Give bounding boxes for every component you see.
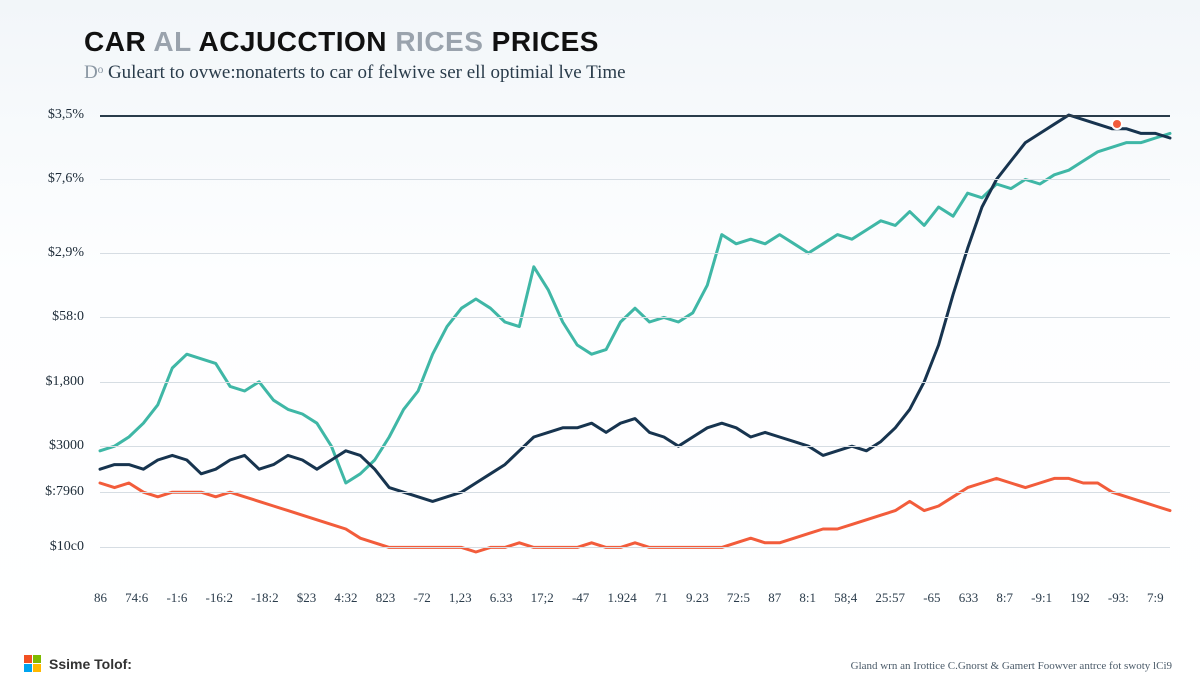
x-axis-label: 17;2 [531, 590, 554, 620]
x-axis-label: 6.33 [490, 590, 513, 620]
x-axis-label: -1:6 [166, 590, 187, 620]
chart-title: CAR AL ACJUCCTION RICES PRICES [84, 26, 599, 58]
grid-line [100, 179, 1170, 180]
x-axis-label: 1,23 [449, 590, 472, 620]
x-axis-label: 8:7 [996, 590, 1013, 620]
grid-line [100, 492, 1170, 493]
title-seg-c: ACJUCCTION [198, 26, 395, 57]
x-axis-label: 87 [768, 590, 781, 620]
x-axis-label: 1.924 [607, 590, 636, 620]
footer-source-label: Ssime Tolof: [49, 656, 132, 672]
grid-line [100, 317, 1170, 318]
x-axis-label: 192 [1070, 590, 1090, 620]
grid-line [100, 446, 1170, 447]
subtitle-main: Guleart to ovwe:nonaterts to car of felw… [108, 62, 626, 83]
x-axis-label: -16:2 [206, 590, 233, 620]
chart-subtitle: Dᵒ Guleart to ovwe:nonaterts to car of f… [84, 62, 626, 84]
x-axis-label: 58;4 [834, 590, 857, 620]
y-axis-label: $58:0 [26, 309, 84, 325]
footer-source: Ssime Tolof: [24, 655, 132, 672]
chart-plot-area: $3,5%$7,6%$2,9%$58:0$1,800$3000$:7960$10… [100, 115, 1170, 575]
grid-line [100, 115, 1170, 117]
x-axis-label: 86 [94, 590, 107, 620]
x-axis-label: 25:57 [875, 590, 905, 620]
x-axis-label: 823 [376, 590, 396, 620]
x-axis-label: 4:32 [334, 590, 357, 620]
x-axis-label: 9.23 [686, 590, 709, 620]
grid-line [100, 547, 1170, 548]
source-logo-icon [24, 655, 41, 672]
x-axis-label: 7:9 [1147, 590, 1164, 620]
y-axis-label: $7,6% [26, 171, 84, 187]
highlight-marker-icon [1111, 118, 1123, 130]
grid-line [100, 382, 1170, 383]
series-line-teal [100, 133, 1170, 483]
x-axis-label: 72:5 [727, 590, 750, 620]
x-axis-label: -93: [1108, 590, 1129, 620]
x-axis-label: $23 [297, 590, 317, 620]
subtitle-prefix: Dᵒ [84, 62, 108, 83]
grid-line [100, 253, 1170, 254]
y-axis-label: $3,5% [26, 107, 84, 123]
title-seg-a: CAR [84, 26, 153, 57]
x-axis-label: 71 [655, 590, 668, 620]
y-axis-label: $:7960 [26, 484, 84, 500]
series-line-orange [100, 478, 1170, 552]
x-axis-label: 74:6 [125, 590, 148, 620]
x-axis-label: 8:1 [799, 590, 816, 620]
x-axis-label: -72 [413, 590, 430, 620]
title-seg-e: PRICES [492, 26, 599, 57]
x-axis-label: -47 [572, 590, 589, 620]
footer-caption: Gland wrn an Irottice C.Gnorst & Gamert … [851, 660, 1172, 672]
x-axis: 8674:6-1:6-16:2-18:2$234:32823-721,236.3… [100, 590, 1170, 620]
title-seg-d: RICES [395, 26, 491, 57]
y-axis-label: $2,9% [26, 245, 84, 261]
chart-svg [100, 115, 1170, 575]
x-axis-label: -9:1 [1031, 590, 1052, 620]
title-seg-b: AL [153, 26, 198, 57]
y-axis-label: $10c0 [26, 539, 84, 555]
x-axis-label: -65 [923, 590, 940, 620]
y-axis-label: $3000 [26, 438, 84, 454]
x-axis-label: 633 [959, 590, 979, 620]
x-axis-label: -18:2 [251, 590, 278, 620]
y-axis-label: $1,800 [26, 374, 84, 390]
